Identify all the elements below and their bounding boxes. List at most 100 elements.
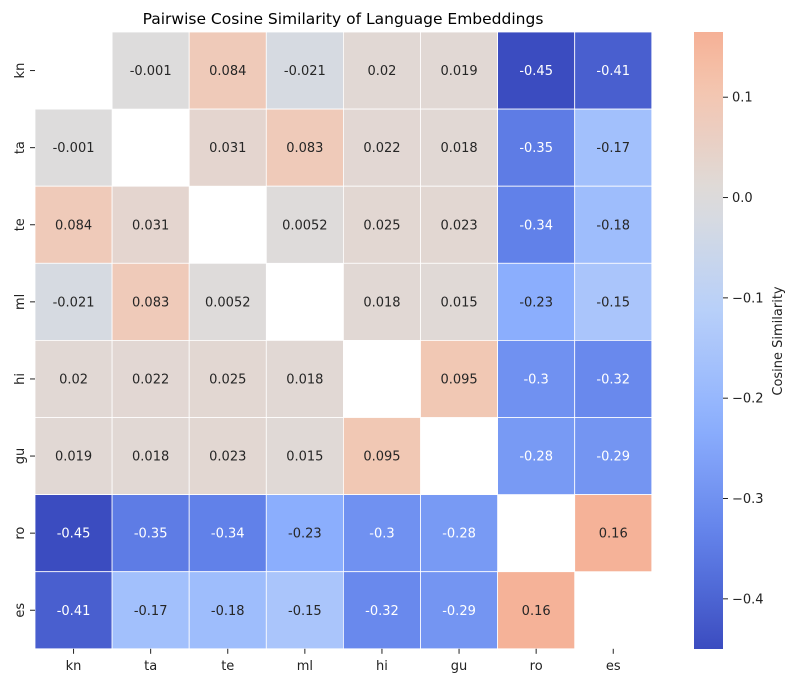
- cell-value-label: -0.23: [288, 527, 322, 542]
- cell-value-label: 0.16: [599, 527, 628, 542]
- cell-value-label: 0.018: [286, 372, 323, 387]
- heatmap-cell: [34, 262, 113, 341]
- heatmap-cell: [342, 417, 421, 495]
- cell-value-label: 0.018: [440, 141, 477, 156]
- cell-value-label: 0.16: [522, 604, 551, 619]
- cell-value-label: -0.3: [369, 527, 394, 542]
- cell-value-label: -0.41: [57, 604, 91, 619]
- cell-value-label: -0.35: [134, 527, 168, 542]
- heatmap-cell: [574, 108, 653, 187]
- cell-value-label: -0.3: [523, 372, 548, 387]
- y-tick-label: ml: [13, 294, 28, 310]
- heatmap-cell: [188, 31, 267, 110]
- heatmap-cell: [265, 571, 344, 650]
- colorbar-tick-label: 0.0: [732, 191, 753, 206]
- cell-value-label: -0.45: [57, 527, 91, 542]
- heatmap-cell: [420, 571, 498, 650]
- heatmap-cell: [342, 571, 421, 650]
- cell-value-label: -0.001: [53, 141, 95, 156]
- cell-value-label: -0.34: [211, 527, 245, 542]
- heatmap-cells: -0.001 0.084 -0.021 0.02 0.019 -0.45 -0.41 -0.0…: [34, 31, 653, 650]
- y-tick-label: ta: [13, 141, 28, 154]
- heatmap-cell: [34, 494, 113, 573]
- heatmap-cell: [188, 494, 267, 573]
- heatmap-cell: [574, 262, 653, 341]
- heatmap-cell: [342, 494, 421, 573]
- y-axis-ticks: kn ta te ml hi gu ro es: [13, 63, 35, 618]
- y-tick-label: te: [13, 218, 28, 231]
- cell-value-label: -0.23: [519, 295, 553, 310]
- cell-value-label: 0.025: [209, 372, 246, 387]
- cell-value-label: -0.35: [519, 141, 553, 156]
- cell-value-label: -0.45: [519, 64, 553, 79]
- heatmap-cell: [265, 31, 344, 110]
- cell-value-label: 0.022: [363, 141, 400, 156]
- x-tick-label: te: [221, 659, 234, 674]
- cell-value-label: -0.28: [519, 450, 553, 465]
- cell-value-label: 0.015: [286, 450, 323, 465]
- heatmap-cell: [497, 417, 576, 495]
- heatmap-cell: [497, 571, 576, 650]
- heatmap-cell: [420, 494, 498, 573]
- heatmap-cell: [342, 31, 421, 110]
- heatmap-cell: [265, 417, 344, 495]
- heatmap-cell: [265, 108, 344, 187]
- heatmap-cell: [342, 185, 421, 264]
- heatmap-cell: [497, 185, 576, 264]
- cell-value-label: 0.018: [363, 295, 400, 310]
- cell-value-label: 0.02: [367, 64, 396, 79]
- heatmap-cell: [574, 339, 653, 418]
- colorbar-tick-label: −0.1: [732, 291, 764, 306]
- cell-value-label: -0.17: [596, 141, 630, 156]
- heatmap-cell: [34, 571, 113, 650]
- cell-value-label: 0.0052: [282, 218, 328, 233]
- cell-value-label: -0.34: [519, 218, 553, 233]
- cell-value-label: 0.023: [209, 450, 246, 465]
- heatmap-cell: [111, 262, 190, 341]
- cell-value-label: 0.025: [363, 218, 400, 233]
- heatmap-cell: [574, 494, 653, 573]
- cell-value-label: -0.15: [596, 295, 630, 310]
- heatmap-cell: [188, 417, 267, 495]
- cell-value-label: -0.17: [134, 604, 168, 619]
- heatmap-cell: [497, 262, 576, 341]
- chart-title: Pairwise Cosine Similarity of Language E…: [143, 10, 544, 28]
- cell-value-label: -0.29: [596, 450, 630, 465]
- cell-value-label: 0.019: [440, 64, 477, 79]
- heatmap-cell: [342, 262, 421, 341]
- colorbar-tick-label: −0.4: [732, 592, 764, 607]
- cell-value-label: 0.084: [55, 218, 92, 233]
- heatmap-cell: [574, 185, 653, 264]
- heatmap-cell: [420, 185, 498, 264]
- cell-value-label: -0.28: [442, 527, 476, 542]
- cell-value-label: 0.083: [132, 295, 169, 310]
- x-tick-label: ro: [530, 659, 543, 674]
- x-tick-label: gu: [451, 659, 468, 674]
- cell-value-label: 0.095: [363, 450, 400, 465]
- heatmap-cell: [34, 185, 113, 264]
- cell-value-label: -0.021: [284, 64, 326, 79]
- cell-value-label: -0.18: [596, 218, 630, 233]
- y-tick-label: kn: [13, 63, 28, 79]
- cell-value-label: -0.29: [442, 604, 476, 619]
- heatmap-cell: [188, 108, 267, 187]
- colorbar-tick-label: 0.1: [732, 91, 753, 106]
- colorbar: [694, 32, 723, 649]
- cell-value-label: -0.41: [596, 64, 630, 79]
- heatmap-cell: [497, 108, 576, 187]
- colorbar-ticks: 0.1 0.0 −0.1 −0.2 −0.3 −0.4: [723, 91, 764, 607]
- heatmap-cell: [497, 31, 576, 110]
- heatmap-cell: [188, 262, 267, 341]
- heatmap-cell: [111, 417, 190, 495]
- heatmap-cell: [265, 185, 344, 264]
- colorbar-tick-label: −0.2: [732, 392, 764, 407]
- heatmap-cell: [34, 417, 113, 495]
- x-axis-ticks: kn ta te ml hi gu ro es: [66, 648, 621, 674]
- heatmap-cell: [188, 339, 267, 418]
- heatmap-cell: [574, 417, 653, 495]
- cell-value-label: 0.031: [209, 141, 246, 156]
- cell-value-label: 0.083: [286, 141, 323, 156]
- cell-value-label: 0.015: [440, 295, 477, 310]
- heatmap-cell: [111, 31, 190, 110]
- cell-value-label: -0.32: [365, 604, 399, 619]
